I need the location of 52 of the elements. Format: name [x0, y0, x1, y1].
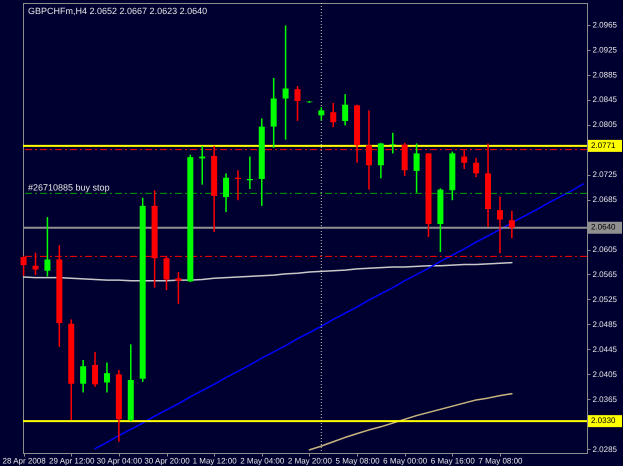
y-tick-label: 2.0525 [592, 294, 618, 304]
candlestick [92, 351, 98, 388]
x-tick-label: 6 May 00:00 [383, 456, 428, 466]
ref-line-label: #26710885 buy stop [28, 182, 110, 192]
candlestick [80, 359, 86, 394]
y-tick-label: 2.0885 [592, 70, 618, 80]
candlestick [223, 172, 230, 213]
candlestick [318, 106, 324, 122]
x-tick-label: 6 May 16:00 [430, 456, 476, 466]
x-tick-label: 28 Apr 2008 [2, 456, 46, 466]
y-tick-label: 2.0365 [592, 394, 618, 404]
ref-line-label: 2.0640 [591, 222, 616, 232]
candlestick [330, 102, 336, 128]
x-tick-label: 30 Apr 04:00 [96, 456, 143, 466]
x-tick-label: 2 May 04:00 [240, 456, 285, 466]
ref-line-label: 2.0771 [591, 140, 616, 150]
chart-title: GBPCHFm,H4 2.0652 2.0667 2.0623 2.0640 [28, 6, 208, 16]
candlestick [414, 142, 420, 194]
y-tick-label: 2.0685 [592, 195, 618, 204]
y-tick-label: 2.0725 [592, 170, 618, 180]
x-tick-label: 29 Apr 12:00 [49, 456, 95, 466]
x-tick-label: 5 May 08:00 [336, 456, 380, 466]
candlestick [246, 156, 253, 190]
line-series [22, 262, 513, 282]
x-tick-label: 1 May 12:00 [192, 456, 238, 466]
y-tick-label: 2.0845 [592, 95, 618, 104]
y-tick-label: 2.0805 [592, 120, 618, 130]
y-tick-label: 2.0605 [592, 245, 618, 254]
candlestick [294, 85, 300, 122]
y-tick-label: 2.0285 [592, 444, 618, 454]
y-tick-label: 2.0405 [592, 370, 618, 379]
candlestick [175, 271, 182, 305]
x-tick-label: 7 May 08:00 [478, 456, 524, 466]
candlestick [44, 216, 50, 278]
y-tick-label: 2.0485 [592, 320, 618, 329]
x-tick-label: 2 May 20:00 [288, 456, 332, 466]
y-tick-label: 2.0925 [592, 45, 618, 54]
candlestick [473, 157, 480, 178]
candlestick [342, 93, 348, 126]
candlestick [199, 145, 206, 186]
candlestick [282, 24, 289, 140]
candlestick [378, 142, 384, 180]
candlestick [496, 196, 503, 254]
y-tick-label: 2.0565 [592, 270, 618, 279]
candlestick [104, 362, 110, 394]
candlestick [508, 210, 515, 240]
ref-line-label: 2.0330 [591, 416, 616, 426]
y-tick-label: 2.0445 [592, 344, 618, 354]
line-series [308, 392, 513, 451]
line-series [94, 183, 584, 450]
x-tick-label: 30 Apr 20:00 [144, 456, 190, 466]
y-tick-label: 2.0965 [592, 20, 618, 30]
